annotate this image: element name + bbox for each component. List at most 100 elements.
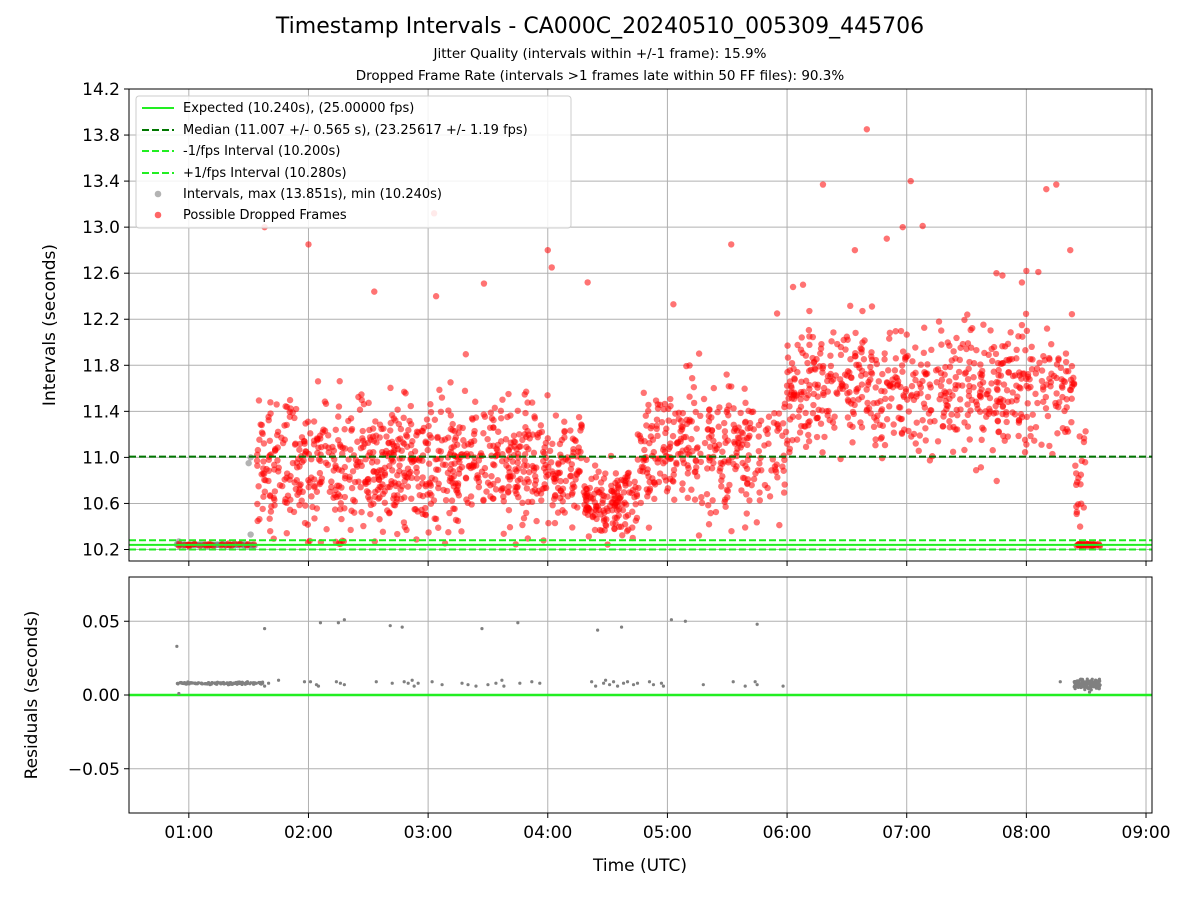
dropped-frame-point — [852, 329, 859, 337]
dropped-frame-point — [330, 467, 337, 474]
dropped-frame-point — [266, 515, 273, 522]
residual-point — [233, 681, 237, 686]
dropped-frame-point — [505, 483, 512, 490]
dropped-frame-point — [1073, 481, 1080, 489]
residual-point — [1088, 685, 1092, 689]
dropped-frame-point — [970, 374, 977, 381]
dropped-frame-point — [422, 511, 430, 519]
dropped-frame-point — [1042, 405, 1050, 412]
dropped-frame-point — [679, 456, 687, 463]
dropped-frame-outlier — [1023, 267, 1030, 275]
dropped-frame-point — [1053, 374, 1060, 382]
dropped-frame-point — [370, 468, 377, 475]
dropped-frame-point — [961, 370, 969, 377]
dropped-frame-point — [775, 410, 783, 417]
dropped-frame-point — [507, 473, 514, 480]
dropped-frame-point — [494, 447, 501, 454]
dropped-frame-point — [529, 431, 536, 438]
dropped-frame-point — [1077, 500, 1085, 507]
dropped-frame-point — [863, 386, 870, 393]
dropped-frame-point — [876, 421, 884, 429]
residual-point — [440, 683, 444, 687]
dropped-frame-point — [678, 426, 686, 433]
residual-point — [342, 618, 346, 622]
residual-point — [502, 684, 506, 688]
dropped-frame-point — [274, 428, 282, 435]
residual-point — [416, 681, 420, 685]
dropped-frame-point — [899, 368, 906, 375]
dropped-frame-point — [677, 450, 684, 458]
dropped-frame-point — [709, 497, 716, 504]
dropped-frame-point — [853, 361, 860, 369]
dropped-frame-point — [1024, 371, 1032, 378]
dropped-frame-point — [957, 406, 964, 413]
dropped-frame-point — [1062, 358, 1070, 366]
dropped-frame-point — [734, 434, 742, 441]
dropped-frame-point — [445, 529, 452, 536]
dropped-frame-point — [1063, 425, 1070, 433]
dropped-frame-point — [525, 498, 532, 506]
dropped-frame-point — [791, 375, 798, 382]
dropped-frame-point — [867, 369, 875, 376]
dropped-frame-point — [811, 365, 818, 372]
dropped-frame-point — [589, 495, 597, 502]
legend-label-expected: Expected (10.240s), (25.00000 fps) — [183, 101, 414, 116]
dropped-frame-point — [268, 503, 275, 510]
dropped-frame-point — [629, 508, 636, 515]
dropped-frame-point — [554, 484, 562, 492]
dropped-frame-point — [806, 341, 813, 349]
residual-point — [530, 680, 534, 684]
dropped-frame-point — [1017, 411, 1025, 418]
residual-point — [318, 621, 323, 625]
dropped-frame-point — [711, 442, 719, 449]
dropped-frame-point — [739, 430, 746, 437]
dropped-frame-point — [858, 372, 865, 379]
dropped-frame-point — [529, 488, 536, 495]
dropped-frame-point — [537, 422, 545, 429]
dropped-frame-point — [678, 417, 685, 425]
residual-point — [263, 627, 267, 631]
dropped-frame-point — [1044, 412, 1052, 420]
dropped-frame-point — [684, 470, 692, 477]
dropped-frame-point — [451, 460, 458, 467]
dropped-frame-point — [273, 401, 280, 408]
dropped-frame-point — [794, 341, 801, 349]
residual-point — [308, 680, 313, 684]
bottom-x-axis: 01:00 02:00 03:00 04:00 05:00 06:00 07:00 08:00… — [164, 813, 1171, 843]
dropped-frame-point — [570, 445, 577, 453]
top-y-tick-label: 11.0 — [82, 448, 120, 468]
dropped-frame-point — [316, 479, 323, 486]
dropped-frame-point — [1068, 362, 1076, 370]
dropped-frame-point — [483, 488, 490, 495]
residual-point — [302, 680, 307, 684]
dropped-frame-point — [1003, 387, 1011, 394]
dropped-frame-point — [922, 425, 929, 432]
bottom-x-tick-label: 05:00 — [643, 823, 692, 843]
dropped-frame-point — [514, 407, 521, 414]
dropped-frame-point — [924, 393, 932, 401]
dropped-frame-point — [559, 498, 566, 505]
residual-point — [226, 681, 230, 685]
dropped-frame-point — [541, 450, 548, 457]
dropped-frame-point — [1008, 355, 1016, 363]
dropped-frame-point — [872, 436, 879, 443]
dropped-frame-point — [325, 432, 332, 439]
dropped-frame-point — [724, 406, 731, 413]
dropped-frame-point — [619, 506, 627, 514]
dropped-frame-point — [561, 427, 568, 435]
dropped-frame-point — [779, 432, 786, 439]
dropped-frame-point — [266, 492, 274, 499]
dropped-frame-point — [456, 424, 463, 431]
residual-point — [635, 681, 640, 685]
dropped-frame-point — [436, 386, 443, 394]
dropped-frame-point — [326, 488, 334, 495]
dropped-frame-point — [532, 477, 540, 484]
dropped-frame-point — [1003, 408, 1010, 416]
dropped-frame-point — [258, 471, 265, 478]
dropped-frame-point — [593, 515, 600, 523]
dropped-frame-point — [718, 483, 725, 490]
dropped-frame-point — [434, 466, 442, 473]
dropped-frame-point — [789, 413, 797, 420]
dropped-frame-point — [789, 436, 796, 444]
dropped-frame-point — [667, 395, 674, 403]
